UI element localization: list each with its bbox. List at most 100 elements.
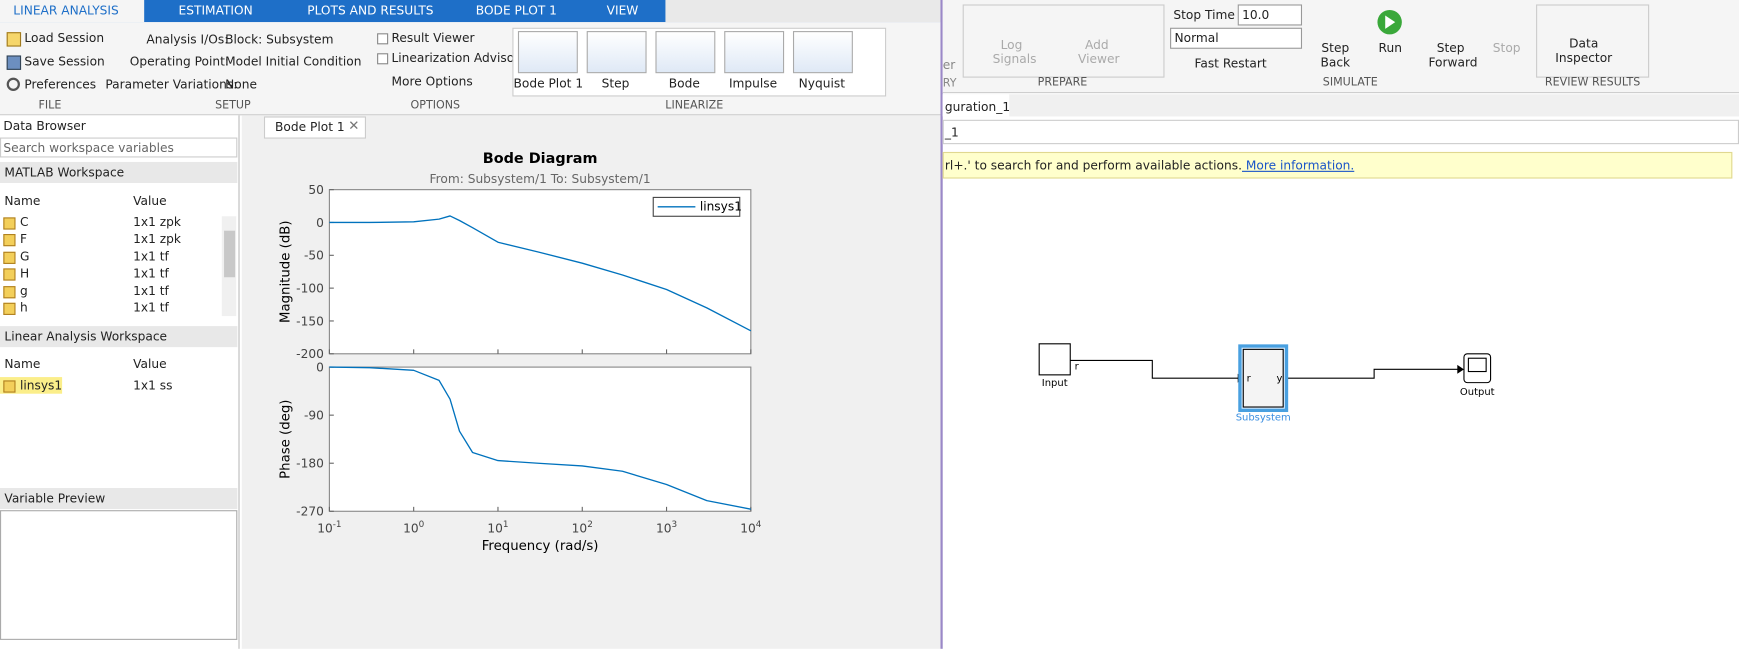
section-label: PREPARE: [1037, 76, 1088, 89]
model-tab[interactable]: [942, 94, 1010, 117]
button[interactable]: Data Inspector: [1555, 36, 1613, 66]
column-header[interactable]: Name: [4, 357, 41, 372]
gallery-label[interactable]: Nyquist: [798, 76, 845, 91]
button[interactable]: Fast Restart: [1194, 56, 1267, 71]
section-label: SIMULATE: [1322, 76, 1378, 89]
model-tab-label[interactable]: guration_1: [944, 99, 1011, 115]
var-name[interactable]: g: [19, 283, 28, 298]
section-header[interactable]: [0, 487, 238, 510]
tab[interactable]: VIEW: [606, 3, 639, 18]
x-axis-title: Frequency (rad/s): [482, 539, 599, 554]
label: Analysis I/Os:: [146, 32, 229, 47]
scroll-thumb[interactable]: [224, 230, 236, 278]
x-tick-label: 103: [656, 520, 677, 536]
plot-tab-label[interactable]: Bode Plot 1: [275, 119, 345, 135]
gallery-label[interactable]: Impulse: [728, 76, 778, 91]
var-name[interactable]: F: [19, 232, 27, 247]
section-header[interactable]: [0, 161, 238, 183]
link[interactable]: More information.: [1241, 158, 1355, 174]
plot-thumb[interactable]: [517, 31, 578, 74]
banner-text: rl+.' to search for and perform availabl…: [945, 159, 1354, 173]
button[interactable]: Add Viewer: [1078, 37, 1120, 67]
var-value: 1x1 tf: [133, 249, 169, 264]
x-tick-exponent: 1: [503, 520, 509, 530]
var-value: 1x1 tf: [133, 283, 169, 298]
run-icon[interactable]: [1375, 9, 1404, 38]
option[interactable]: Result Viewer: [391, 31, 475, 46]
x-tick-exponent: 0: [419, 520, 425, 530]
var-name[interactable]: G: [19, 249, 30, 264]
close[interactable]: ✕: [348, 117, 360, 134]
section-title[interactable]: MATLAB Workspace: [4, 165, 125, 180]
plot-thumb[interactable]: [792, 31, 853, 74]
option[interactable]: More Options: [391, 74, 473, 89]
dropdown[interactable]: [1170, 27, 1303, 49]
var-name[interactable]: h: [19, 300, 28, 315]
input-value[interactable]: 10.0: [1242, 7, 1270, 23]
section-title[interactable]: Variable Preview: [4, 491, 106, 506]
port-label: y: [1277, 374, 1283, 385]
input-block[interactable]: [1038, 343, 1071, 376]
plot-thumb[interactable]: [586, 31, 647, 74]
var-icon: [3, 285, 16, 298]
option[interactable]: Linearization Advisor: [391, 51, 520, 66]
input[interactable]: [1237, 4, 1303, 26]
plot-thumb[interactable]: [724, 31, 785, 74]
var-value: 1x1 tf: [133, 266, 169, 281]
var-icon: [3, 268, 16, 281]
button[interactable]: Preferences: [24, 77, 97, 93]
placeholder[interactable]: Search workspace variables: [3, 140, 174, 156]
gallery-label[interactable]: Bode: [668, 76, 700, 91]
column-header[interactable]: Value: [133, 357, 167, 372]
button[interactable]: Step Back: [1320, 41, 1351, 70]
var-icon: [3, 217, 16, 230]
dropdown-value[interactable]: Normal: [1174, 31, 1219, 46]
port-label: r: [1075, 361, 1080, 372]
var-icon: [3, 234, 16, 247]
dropdown[interactable]: None: [225, 77, 257, 93]
chart-title: Bode Diagram: [483, 151, 598, 167]
var-name[interactable]: C: [19, 215, 29, 230]
plot-tab[interactable]: [263, 116, 366, 139]
y-tick-label: 50: [308, 183, 324, 197]
x-tick-base: 10: [403, 521, 419, 535]
column-header[interactable]: Value: [133, 194, 167, 209]
checkbox[interactable]: [377, 33, 389, 45]
tab[interactable]: BODE PLOT 1: [475, 3, 557, 18]
breadcrumb-item[interactable]: _1: [944, 125, 959, 140]
section-header[interactable]: [0, 326, 238, 348]
var-name[interactable]: H: [19, 266, 30, 281]
label: Parameter Variations:: [105, 77, 238, 93]
button[interactable]: Run: [1378, 41, 1402, 56]
plot-thumb[interactable]: [655, 31, 716, 74]
y-tick-label: -100: [296, 282, 324, 296]
button[interactable]: Log Signals: [992, 37, 1037, 67]
tab[interactable]: PLOTS AND RESULTS: [307, 3, 434, 18]
axes: [328, 189, 752, 355]
dropdown[interactable]: Block: Subsystem: [225, 32, 334, 47]
block-label: Output: [1460, 387, 1495, 398]
dropdown[interactable]: Model Initial Condition: [225, 54, 362, 69]
active-tab[interactable]: [0, 0, 145, 23]
gallery-label[interactable]: Step: [601, 76, 630, 91]
model-tabs: [942, 94, 1739, 117]
tab[interactable]: ESTIMATION: [178, 3, 253, 18]
tab[interactable]: LINEAR ANALYSIS: [13, 3, 119, 18]
y-tick-label: -270: [296, 505, 324, 519]
cut-text: RY: [942, 77, 957, 90]
column-header[interactable]: Name: [4, 194, 41, 209]
gallery-label[interactable]: Bode Plot 1: [513, 76, 584, 91]
checkbox[interactable]: [377, 53, 389, 65]
x-tick-base: 10: [572, 521, 588, 535]
search-box[interactable]: [0, 137, 238, 158]
button[interactable]: Step Forward: [1428, 41, 1478, 70]
button[interactable]: Load Session: [24, 31, 105, 46]
output-block[interactable]: [1463, 353, 1492, 384]
var-name[interactable]: linsys1: [19, 378, 63, 393]
icon: [6, 77, 20, 91]
section-title[interactable]: Linear Analysis Workspace: [4, 329, 168, 344]
button[interactable]: Stop: [1492, 41, 1521, 56]
button[interactable]: Save Session: [24, 54, 105, 69]
preview-area: [0, 510, 238, 640]
banner-message: rl+.' to search for and perform availabl…: [944, 158, 1242, 174]
